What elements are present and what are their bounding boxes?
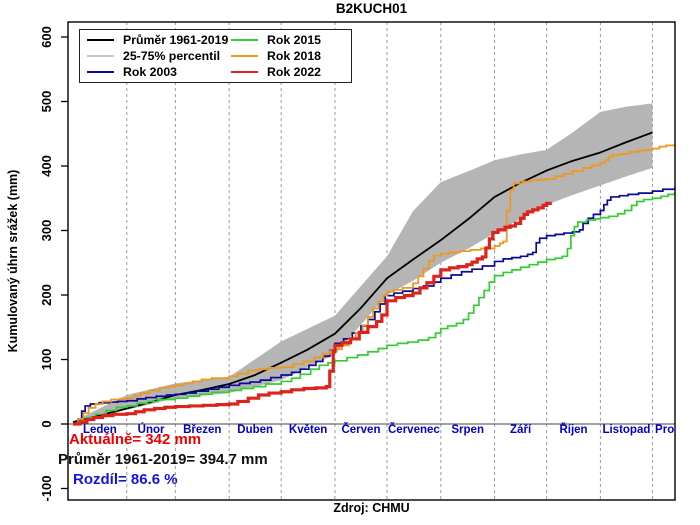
year-series-line-rok-2022	[73, 201, 552, 426]
y-tick-label: 0	[39, 420, 54, 427]
rok-2022-line-swatch	[231, 71, 258, 74]
y-axis-title: Kumulovaný úhrn srážek (mm)	[6, 170, 20, 353]
y-tick-label: -100	[39, 475, 54, 501]
month-label-6: Červen	[341, 423, 380, 436]
year-series-line-rok-2018	[73, 143, 675, 425]
month-label-10: Říjen	[559, 423, 587, 436]
y-tick-label: 100	[39, 349, 54, 371]
year-series-line-rok-2003	[73, 186, 675, 425]
current-total-annotation: Aktuálně= 342 mm	[69, 431, 202, 448]
chart-legend: Průměr 1961-2019 Rok 2015 25-75% percent…	[79, 29, 352, 83]
x-axis-month-labels: Leden Únor Březen Duben Květen Červen Červenec…	[83, 423, 700, 436]
y-axis: -100 0 100 200 300 400 500 600 Kumulovaný úhrn s…	[6, 26, 68, 502]
month-label-12: Prosinec	[655, 424, 700, 436]
rok-2015-line-swatch	[231, 38, 258, 41]
year-series-line-rok-2015	[73, 191, 675, 425]
month-label-5: Květen	[289, 424, 327, 436]
month-label-2: Únor	[138, 423, 165, 436]
month-label-11: Listopad	[602, 424, 650, 436]
percentile-line-swatch	[87, 54, 114, 57]
month-label-7: Červenec	[388, 423, 440, 436]
chart-title: B2KUCH01	[335, 1, 408, 16]
average-total-annotation: Průměr 1961-2019= 394.7 mm	[58, 451, 268, 468]
month-label-3: Březen	[183, 424, 221, 436]
month-label-8: Srpen	[451, 424, 484, 436]
legend-item-percentile: 25-75% percentil	[87, 48, 231, 64]
legend-item-rok-2018: Rok 2018	[231, 48, 349, 64]
rok-2003-line-swatch	[87, 71, 114, 74]
y-tick-label: 300	[39, 220, 54, 242]
percentile-band-area	[73, 103, 653, 424]
legend-item-rok-2015: Rok 2015	[231, 31, 349, 47]
month-label-1: Leden	[83, 424, 117, 436]
y-tick-label: 600	[39, 26, 54, 48]
average-line-swatch	[87, 38, 114, 41]
plot-border	[67, 21, 676, 501]
average-series-line	[72, 131, 653, 423]
month-label-4: Duben	[237, 424, 273, 436]
month-gridlines	[126, 22, 653, 500]
legend-item-rok-2003: Rok 2003	[87, 64, 231, 80]
y-tick-label: 200	[39, 284, 54, 306]
series-layer	[72, 103, 675, 426]
legend-item-average: Průměr 1961-2019	[87, 31, 231, 47]
month-label-9: Září	[510, 424, 532, 436]
difference-percent-annotation: Rozdíl= 86.6 %	[73, 471, 178, 488]
data-source-label: Zdroj: CHMU	[333, 501, 410, 515]
y-tick-label: 400	[39, 155, 54, 177]
rok-2018-line-swatch	[231, 54, 258, 57]
legend-item-rok-2022: Rok 2022	[231, 64, 349, 80]
y-tick-label: 500	[39, 91, 54, 113]
